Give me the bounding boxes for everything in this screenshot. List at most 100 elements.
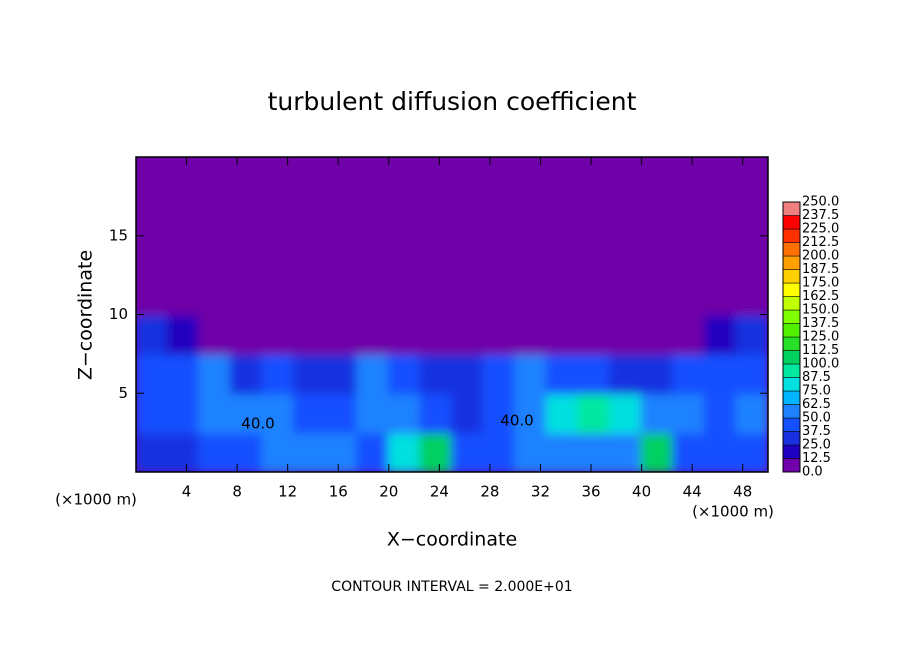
colorbar-bin (782, 228, 801, 243)
colorbar-label: 87.5 (802, 370, 831, 385)
colorbar-bin (782, 269, 801, 284)
cell (293, 352, 327, 395)
x-tick-label: 36 (581, 483, 600, 501)
colorbar-bin (782, 282, 801, 297)
cell (419, 234, 453, 277)
cell (482, 313, 517, 355)
contour-label: 40.0 (241, 415, 274, 433)
cell (387, 234, 422, 277)
cell (387, 157, 422, 198)
cell (324, 234, 359, 277)
cell (198, 392, 232, 434)
cell (419, 431, 453, 472)
cell (229, 313, 264, 355)
colorbar-bin (782, 296, 801, 311)
colorbar-label: 187.5 (802, 262, 839, 277)
cell (735, 313, 768, 355)
cell (198, 195, 232, 237)
colorbar-bin (782, 323, 801, 338)
x-tick-label: 48 (733, 483, 752, 501)
cell (609, 157, 643, 198)
cell (577, 195, 611, 237)
cell (198, 274, 232, 316)
y-axis-label: Z−coordinate (75, 250, 97, 380)
cell (198, 157, 232, 198)
colorbar-bin (782, 404, 801, 419)
cell (419, 352, 453, 395)
cell (545, 274, 580, 316)
x-unit: (×1000 m) (55, 491, 137, 509)
cell (609, 431, 643, 472)
cell (545, 195, 580, 237)
cell (136, 234, 169, 277)
cell (229, 352, 264, 395)
cell (261, 157, 295, 198)
cell (545, 313, 580, 355)
cell (356, 392, 390, 434)
cell (166, 274, 201, 316)
cell (387, 313, 422, 355)
x-unit: (×1000 m) (692, 503, 774, 521)
cell (609, 274, 643, 316)
cell (261, 431, 295, 472)
cell (482, 392, 517, 434)
x-tick-label: 20 (379, 483, 398, 501)
cell (198, 352, 232, 395)
colorbar-label: 250.0 (802, 195, 839, 210)
cell (703, 431, 738, 472)
cell (136, 431, 169, 472)
colorbar-bin (782, 336, 801, 351)
cell (451, 313, 485, 355)
colorbar-bin (782, 242, 801, 257)
cell (703, 195, 738, 237)
cell (387, 392, 422, 434)
cell (640, 195, 675, 237)
colorbar-label: 225.0 (802, 222, 839, 237)
cell (514, 313, 548, 355)
colorbar-bin (782, 309, 801, 324)
cell (293, 392, 327, 434)
cell (735, 352, 768, 395)
cell (577, 157, 611, 198)
cell (451, 352, 485, 395)
colorbar-bin (782, 377, 801, 392)
cell (703, 392, 738, 434)
colorbar-bin (782, 255, 801, 270)
cell (451, 431, 485, 472)
cell (166, 392, 201, 434)
cell (735, 195, 768, 237)
cell (324, 157, 359, 198)
cell (609, 313, 643, 355)
colorbar-bin (782, 458, 801, 473)
x-tick-label: 16 (329, 483, 348, 501)
cell (166, 431, 201, 472)
cell (229, 431, 264, 472)
cell (735, 274, 768, 316)
cell (419, 392, 453, 434)
cell (293, 234, 327, 277)
cell (703, 313, 738, 355)
chart-title: turbulent diffusion coefficient (268, 87, 637, 116)
cell (545, 157, 580, 198)
cell (451, 234, 485, 277)
cell (514, 392, 548, 434)
cell (356, 352, 390, 395)
cell (577, 431, 611, 472)
cell (735, 392, 768, 434)
cell (545, 431, 580, 472)
cell (166, 352, 201, 395)
cell (672, 431, 706, 472)
cell (166, 234, 201, 277)
cell (514, 352, 548, 395)
colorbar-label: 62.5 (802, 397, 831, 412)
cell (577, 313, 611, 355)
cell (229, 274, 264, 316)
cell (577, 392, 611, 434)
cell (640, 234, 675, 277)
cell (482, 352, 517, 395)
cell (293, 313, 327, 355)
cell (514, 274, 548, 316)
colorbar-label: 0.0 (802, 465, 823, 480)
cell (640, 352, 675, 395)
cell (261, 313, 295, 355)
